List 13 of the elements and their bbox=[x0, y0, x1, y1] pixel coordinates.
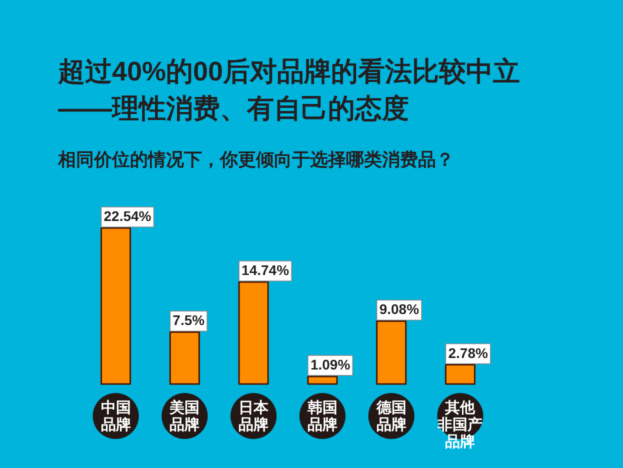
x-tick-label: 中国品牌 bbox=[100, 400, 131, 434]
data-label: 7.5% bbox=[172, 312, 206, 328]
data-label: 1.09% bbox=[310, 356, 351, 372]
x-tick-label: 德国品牌 bbox=[375, 400, 406, 434]
chart-subtitle: 相同价位的情况下，你更倾向于选择哪类消费品？ bbox=[57, 150, 454, 170]
chart-title: 超过40%的00后对品牌的看法比较中立 ——理性消费、有自己的态度 bbox=[57, 56, 520, 124]
data-label: 9.08% bbox=[379, 301, 420, 318]
data-label: 2.78% bbox=[448, 344, 488, 361]
x-tick-label: 美国品牌 bbox=[168, 398, 200, 434]
data-label: 22.54% bbox=[104, 208, 152, 224]
data-label: 14.74% bbox=[242, 262, 290, 278]
x-tick-label: 韩国品牌 bbox=[306, 400, 338, 434]
x-tick-label: 日本品牌 bbox=[238, 400, 270, 434]
